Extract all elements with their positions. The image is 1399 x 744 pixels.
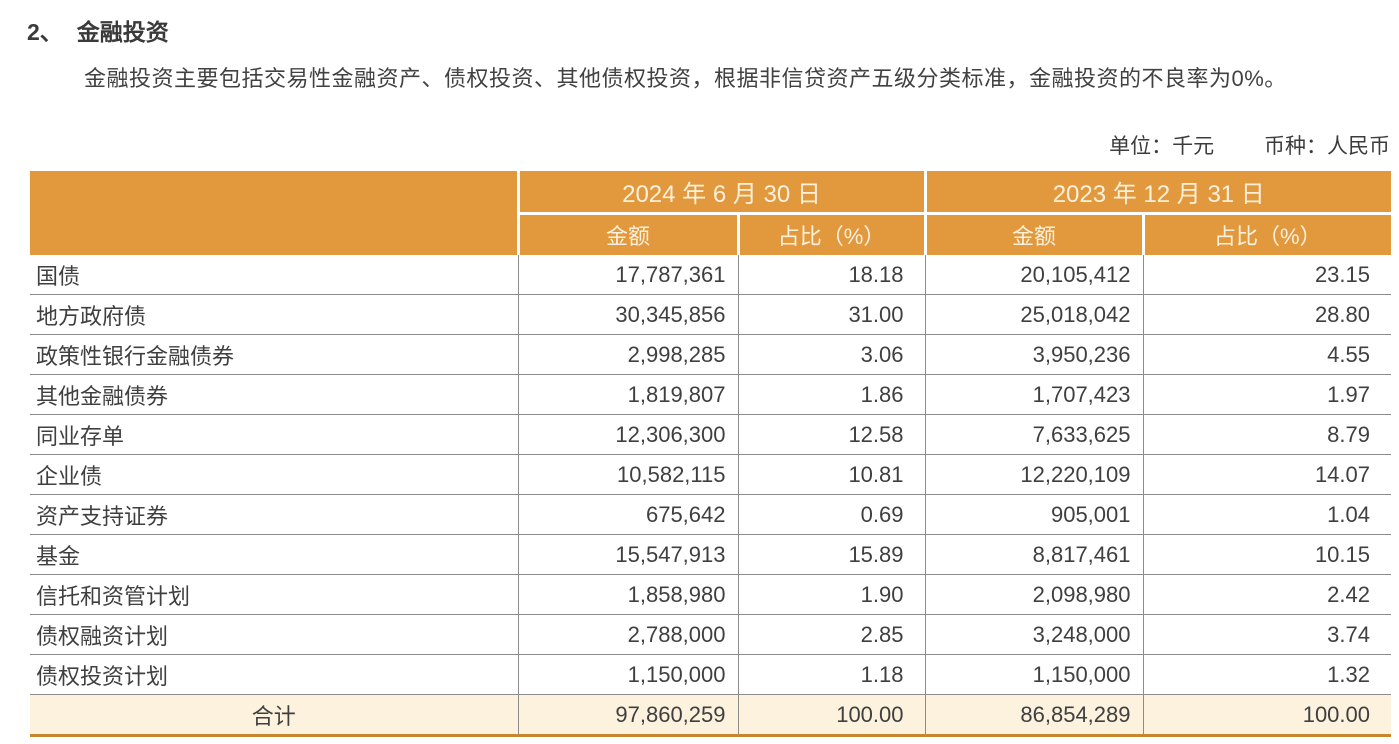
cell-amount-2024: 2,998,285 [517, 334, 738, 375]
cell-pct-2023: 4.55 [1142, 334, 1391, 375]
header-group-2023: 2023 年 12 月 31 日 [923, 171, 1391, 215]
header-amount-2023: 金额 [923, 213, 1143, 255]
cell-amount-2023: 3,248,000 [924, 614, 1143, 655]
row-label: 国债 [30, 255, 518, 295]
cell-amount-2024: 17,787,361 [517, 255, 738, 295]
cell-pct-2023: 3.74 [1142, 614, 1391, 655]
total-pct-2024: 100.00 [737, 694, 925, 737]
cell-amount-2024: 12,306,300 [517, 414, 738, 455]
cell-pct-2023: 28.80 [1142, 294, 1391, 335]
cell-pct-2024: 15.89 [737, 534, 925, 575]
cell-pct-2023: 2.42 [1142, 574, 1391, 615]
cell-amount-2023: 2,098,980 [924, 574, 1143, 615]
cell-pct-2024: 1.86 [737, 374, 925, 415]
table-row: 债权投资计划 1,150,000 1.18 1,150,000 1.32 [30, 654, 1391, 695]
cell-amount-2024: 1,150,000 [517, 654, 738, 695]
row-label: 资产支持证券 [30, 494, 518, 535]
cell-pct-2024: 2.85 [737, 614, 925, 655]
cell-pct-2024: 10.81 [737, 454, 925, 495]
table-row: 国债 17,787,361 18.18 20,105,412 23.15 [30, 255, 1391, 295]
cell-amount-2023: 25,018,042 [924, 294, 1143, 335]
cell-pct-2024: 0.69 [737, 494, 925, 535]
header-amount-2024: 金额 [516, 213, 738, 255]
cell-amount-2023: 1,707,423 [924, 374, 1143, 415]
cell-pct-2023: 14.07 [1142, 454, 1391, 495]
cell-amount-2023: 1,150,000 [924, 654, 1143, 695]
table-row: 政策性银行金融债券 2,998,285 3.06 3,950,236 4.55 [30, 334, 1391, 375]
section-heading: 2、 金融投资 [27, 13, 1399, 47]
financial-investments-table: 2024 年 6 月 30 日 2023 年 12 月 31 日 金额 占比（%… [30, 171, 1391, 737]
row-label: 基金 [30, 534, 518, 575]
row-label: 同业存单 [30, 414, 518, 455]
row-label: 地方政府债 [30, 294, 518, 335]
cell-amount-2023: 20,105,412 [924, 255, 1143, 295]
row-label: 其他金融债券 [30, 374, 518, 415]
table-row: 资产支持证券 675,642 0.69 905,001 1.04 [30, 494, 1391, 535]
intro-paragraph: 金融投资主要包括交易性金融资产、债权投资、其他债权投资，根据非信贷资产五级分类标… [84, 66, 1287, 91]
cell-pct-2024: 3.06 [737, 334, 925, 375]
header-corner-cell [30, 171, 518, 255]
cell-pct-2023: 1.04 [1142, 494, 1391, 535]
cell-pct-2024: 1.90 [737, 574, 925, 615]
table-row: 其他金融债券 1,819,807 1.86 1,707,423 1.97 [30, 374, 1391, 415]
total-label: 合计 [30, 694, 518, 737]
table-row: 基金 15,547,913 15.89 8,817,461 10.15 [30, 534, 1391, 575]
table-row: 地方政府债 30,345,856 31.00 25,018,042 28.80 [30, 294, 1391, 335]
table-total-row: 合计 97,860,259 100.00 86,854,289 100.00 [30, 694, 1391, 737]
cell-pct-2024: 12.58 [737, 414, 925, 455]
cell-amount-2024: 30,345,856 [517, 294, 738, 335]
cell-pct-2023: 1.32 [1142, 654, 1391, 695]
total-amount-2024: 97,860,259 [517, 694, 738, 737]
unit-label: 单位：千元 [1109, 135, 1215, 158]
cell-amount-2024: 675,642 [517, 494, 738, 535]
cell-pct-2023: 23.15 [1142, 255, 1391, 295]
cell-pct-2024: 1.18 [737, 654, 925, 695]
section-number: 2、 [27, 19, 63, 45]
cell-amount-2024: 1,858,980 [517, 574, 738, 615]
header-group-row: 2024 年 6 月 30 日 2023 年 12 月 31 日 [30, 171, 1391, 255]
table-header: 2024 年 6 月 30 日 2023 年 12 月 31 日 金额 占比（%… [30, 171, 1391, 255]
row-label: 债权投资计划 [30, 654, 518, 695]
currency-label: 币种：人民币 [1264, 135, 1390, 158]
row-label: 信托和资管计划 [30, 574, 518, 615]
table-row: 债权融资计划 2,788,000 2.85 3,248,000 3.74 [30, 614, 1391, 655]
row-label: 企业债 [30, 454, 518, 495]
cell-amount-2024: 2,788,000 [517, 614, 738, 655]
table-row: 信托和资管计划 1,858,980 1.90 2,098,980 2.42 [30, 574, 1391, 615]
header-pct-2023: 占比（%） [1141, 213, 1391, 255]
total-pct-2023: 100.00 [1142, 694, 1391, 737]
table-row: 同业存单 12,306,300 12.58 7,633,625 8.79 [30, 414, 1391, 455]
cell-amount-2024: 15,547,913 [517, 534, 738, 575]
header-group-2024: 2024 年 6 月 30 日 [516, 171, 925, 215]
cell-amount-2023: 7,633,625 [924, 414, 1143, 455]
cell-pct-2024: 31.00 [737, 294, 925, 335]
cell-amount-2024: 1,819,807 [517, 374, 738, 415]
cell-amount-2023: 905,001 [924, 494, 1143, 535]
cell-amount-2023: 3,950,236 [924, 334, 1143, 375]
cell-amount-2024: 10,582,115 [517, 454, 738, 495]
cell-pct-2024: 18.18 [737, 255, 925, 295]
header-sub-row: 金额 占比（%） 金额 占比（%） [30, 213, 1391, 255]
row-label: 债权融资计划 [30, 614, 518, 655]
cell-amount-2023: 8,817,461 [924, 534, 1143, 575]
table-row: 企业债 10,582,115 10.81 12,220,109 14.07 [30, 454, 1391, 495]
cell-pct-2023: 10.15 [1142, 534, 1391, 575]
cell-pct-2023: 8.79 [1142, 414, 1391, 455]
total-amount-2023: 86,854,289 [924, 694, 1143, 737]
header-pct-2024: 占比（%） [736, 213, 925, 255]
section-title: 金融投资 [76, 19, 169, 45]
row-label: 政策性银行金融债券 [30, 334, 518, 375]
unit-currency-line: 单位：千元 币种：人民币 [0, 130, 1390, 160]
cell-amount-2023: 12,220,109 [924, 454, 1143, 495]
cell-pct-2023: 1.97 [1142, 374, 1391, 415]
